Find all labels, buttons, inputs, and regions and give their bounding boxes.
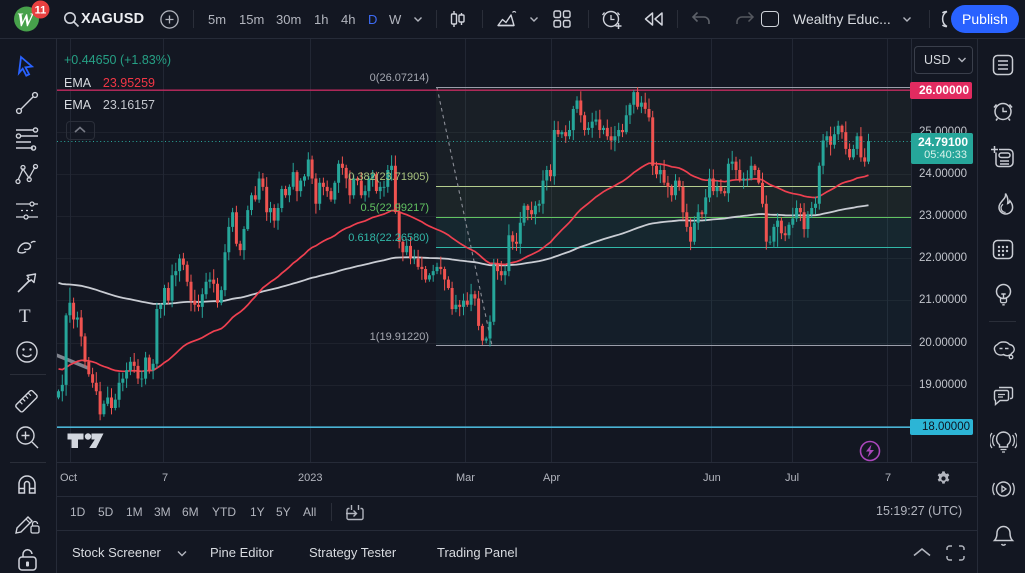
svg-text:0.5(22.99217): 0.5(22.99217) bbox=[361, 202, 430, 214]
svg-text:11: 11 bbox=[35, 5, 47, 17]
svg-text:0(26.07214): 0(26.07214) bbox=[370, 72, 429, 84]
svg-text:0.618(22.26580): 0.618(22.26580) bbox=[348, 232, 429, 244]
svg-text:0.382(23.71905): 0.382(23.71905) bbox=[348, 171, 429, 183]
svg-text:W: W bbox=[17, 10, 35, 31]
svg-text:1(19.91220): 1(19.91220) bbox=[370, 331, 429, 343]
